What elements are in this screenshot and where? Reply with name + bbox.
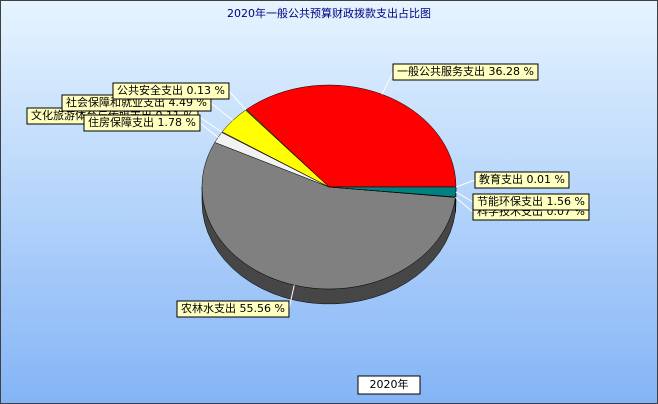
- leader-line: [455, 196, 474, 213]
- legend-box: [357, 375, 421, 395]
- data-label: 节能环保支出 1.56 %: [472, 193, 590, 211]
- label-value: 0.13 %: [187, 84, 225, 97]
- label-box: [83, 114, 201, 132]
- label-category: 节能环保支出: [477, 194, 543, 208]
- label-value: 1.78 %: [158, 116, 196, 129]
- label-category: 住房保障支出: [88, 115, 154, 129]
- label-category: 公共安全支出: [117, 83, 183, 97]
- label-text: 住房保障支出 1.78 %: [88, 115, 196, 129]
- slice: [245, 84, 457, 188]
- leader-line: [455, 191, 474, 203]
- label-category: 教育支出: [479, 172, 523, 186]
- label-box: [474, 171, 570, 189]
- label-value: 55.56 %: [240, 302, 285, 315]
- x-label: 2020年: [370, 377, 409, 391]
- label-box: [392, 63, 539, 81]
- data-label: 农林水支出 55.56 %: [176, 300, 290, 318]
- label-text: 教育支出 0.01 %: [479, 172, 565, 186]
- chart-title: 2020年一般公共预算财政拨款支出占比图: [227, 6, 431, 20]
- leader-line: [381, 71, 394, 95]
- label-text: 农林水支出 55.56 %: [181, 301, 285, 315]
- label-text: 一般公共服务支出 36.28 %: [397, 64, 534, 78]
- leader-line: [228, 90, 247, 111]
- label-category: 农林水支出: [181, 301, 236, 315]
- data-label: 教育支出 0.01 %: [474, 171, 570, 189]
- label-value: 0.01 %: [527, 173, 565, 186]
- leader-line: [199, 122, 219, 138]
- data-label: 一般公共服务支出 36.28 %: [392, 63, 539, 81]
- leader-line: [288, 284, 295, 310]
- data-label: 住房保障支出 1.78 %: [83, 114, 201, 132]
- leader-line: [197, 115, 223, 133]
- data-label: 公共安全支出 0.13 %: [112, 82, 230, 100]
- label-text: 公共安全支出 0.13 %: [117, 83, 225, 97]
- label-value: 36.28 %: [489, 65, 534, 78]
- label-text: 节能环保支出 1.56 %: [477, 194, 585, 208]
- label-box: [176, 300, 290, 318]
- slice: [328, 186, 457, 198]
- leader-line: [455, 179, 476, 188]
- label-category: 一般公共服务支出: [397, 64, 485, 78]
- label-value: 1.56 %: [547, 195, 585, 208]
- leader-line: [210, 102, 234, 121]
- label-box: [112, 82, 230, 100]
- label-box: [472, 193, 590, 211]
